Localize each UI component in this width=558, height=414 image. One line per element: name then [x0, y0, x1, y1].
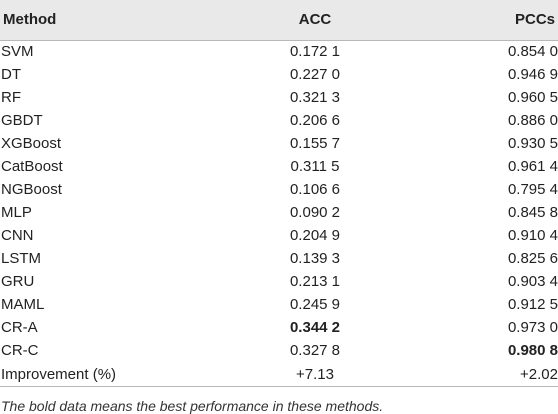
table-row: SVM 0.172 1 0.854 0 — [0, 40, 558, 63]
cell-pccs: 0.912 5 — [507, 296, 558, 313]
cell-pccs: 0.795 4 — [507, 181, 558, 198]
table-row: GRU 0.213 1 0.903 4 — [0, 270, 558, 293]
cell-method: Improvement (%) — [0, 362, 220, 387]
cell-method: DT — [1, 66, 21, 83]
table-row: XGBoost 0.155 7 0.930 5 — [0, 132, 558, 155]
table-row: CR-C 0.327 8 0.980 8 — [0, 339, 558, 362]
cell-pccs: 0.825 6 — [507, 250, 558, 267]
cell-pccs: 0.886 0 — [507, 112, 558, 129]
cell-pccs: 0.973 0 — [507, 319, 558, 336]
cell-pccs: 0.960 5 — [507, 89, 558, 106]
header-pccs: PCCs — [380, 0, 558, 41]
cell-method: CNN — [1, 227, 34, 244]
cell-acc: 0.172 1 — [289, 43, 341, 61]
cell-pccs: 0.845 8 — [507, 204, 558, 221]
cell-pccs: 0.903 4 — [507, 273, 558, 290]
cell-pccs: 0.980 8 — [507, 342, 558, 359]
cell-pccs: 0.930 5 — [507, 135, 558, 152]
cell-acc: 0.311 5 — [290, 158, 340, 175]
table-row: NGBoost 0.106 6 0.795 4 — [0, 178, 558, 201]
table-row: CatBoost 0.311 5 0.961 4 — [0, 155, 558, 178]
table-row: Improvement (%) +7.13 +2.02 — [0, 362, 558, 387]
cell-method: CatBoost — [1, 158, 63, 175]
cell-method: CR-C — [1, 342, 39, 359]
cell-pccs: +2.02 — [380, 362, 558, 387]
cell-acc: 0.139 3 — [289, 250, 341, 267]
cell-acc: 0.344 2 — [289, 319, 341, 336]
table-row: MLP 0.090 2 0.845 8 — [0, 201, 558, 224]
cell-method: CR-A — [1, 319, 38, 336]
cell-acc: 0.155 7 — [289, 135, 341, 152]
header-method: Method — [0, 0, 220, 41]
cell-acc: 0.321 3 — [289, 89, 341, 106]
cell-method: XGBoost — [1, 135, 62, 152]
cell-acc: 0.206 6 — [289, 112, 341, 129]
cell-acc: 0.213 1 — [289, 273, 341, 290]
header-row: Method ACC PCCs — [0, 0, 558, 41]
cell-pccs: 0.910 4 — [507, 227, 558, 244]
cell-method: GBDT — [1, 112, 43, 129]
table-footnote: The bold data means the best performance… — [1, 398, 384, 414]
header-acc: ACC — [220, 0, 380, 41]
cell-method: GRU — [1, 273, 35, 290]
cell-method: SVM — [1, 43, 34, 61]
results-table: Method ACC PCCs SVM 0.172 1 0.854 0 DT 0.227… — [0, 0, 558, 387]
cell-acc: +7.13 — [220, 362, 380, 387]
cell-acc: 0.106 6 — [289, 181, 341, 198]
cell-acc: 0.227 0 — [289, 66, 341, 83]
table-row: DT 0.227 0 0.946 9 — [0, 63, 558, 86]
cell-acc: 0.245 9 — [289, 296, 341, 313]
cell-acc: 0.327 8 — [289, 342, 341, 359]
cell-method: LSTM — [1, 250, 42, 267]
table-row: CR-A 0.344 2 0.973 0 — [0, 316, 558, 339]
cell-acc: 0.204 9 — [289, 227, 341, 244]
table-row: GBDT 0.206 6 0.886 0 — [0, 109, 558, 132]
cell-method: MLP — [1, 204, 32, 221]
cell-pccs: 0.946 9 — [507, 66, 558, 83]
table-row: RF 0.321 3 0.960 5 — [0, 86, 558, 109]
cell-method: RF — [1, 89, 21, 106]
cell-pccs: 0.961 4 — [507, 158, 558, 175]
table-row: MAML 0.245 9 0.912 5 — [0, 293, 558, 316]
cell-method: NGBoost — [1, 181, 62, 198]
cell-acc: 0.090 2 — [289, 204, 341, 221]
cell-method: MAML — [1, 296, 45, 313]
table-row: CNN 0.204 9 0.910 4 — [0, 224, 558, 247]
table-header: Method ACC PCCs — [0, 0, 558, 41]
table-row: LSTM 0.139 3 0.825 6 — [0, 247, 558, 270]
table-body: SVM 0.172 1 0.854 0 DT 0.227 0 0.946 9 RF 0.321… — [0, 40, 558, 387]
cell-pccs: 0.854 0 — [507, 43, 558, 61]
